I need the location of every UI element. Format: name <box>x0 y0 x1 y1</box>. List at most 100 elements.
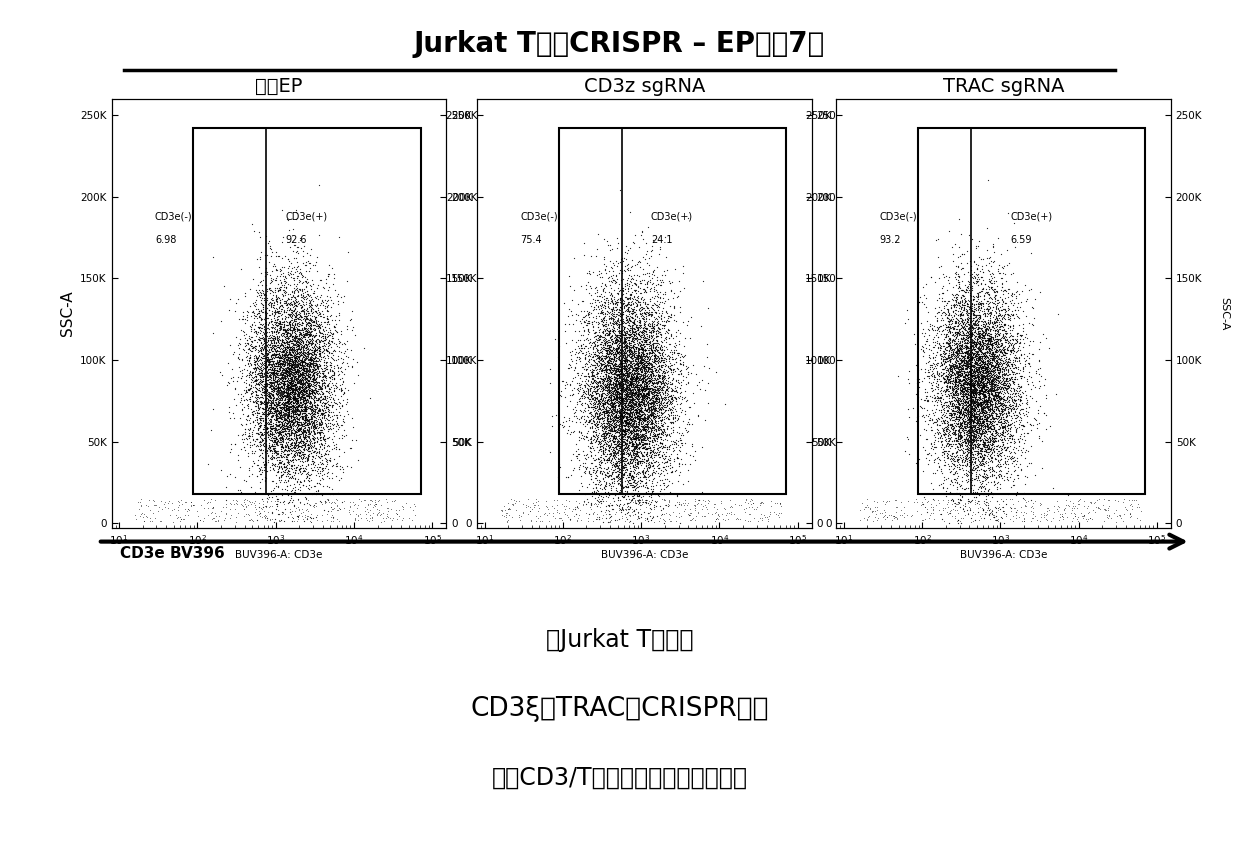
Point <box>605 419 624 433</box>
Point <box>279 436 299 449</box>
Point <box>667 380 686 393</box>
Point <box>949 358 969 372</box>
Point <box>621 372 641 386</box>
Point <box>658 411 678 424</box>
Point <box>623 423 643 436</box>
Point <box>613 345 633 359</box>
Point <box>947 331 966 344</box>
Point <box>617 464 637 478</box>
Point <box>310 321 330 335</box>
Point <box>616 387 636 401</box>
Point <box>958 424 978 438</box>
Point <box>621 338 641 352</box>
Point <box>965 387 985 400</box>
Point <box>305 418 325 432</box>
Point <box>278 331 297 344</box>
Point <box>269 375 289 388</box>
Point <box>655 440 675 454</box>
Point <box>284 353 304 367</box>
Point <box>981 360 1001 374</box>
Point <box>258 369 278 383</box>
Point <box>296 356 316 369</box>
Point <box>638 464 658 478</box>
Point <box>255 384 275 398</box>
Point <box>760 509 779 523</box>
Point <box>310 408 330 422</box>
Point <box>644 356 664 369</box>
Point <box>595 429 615 442</box>
Point <box>627 422 647 436</box>
Point <box>950 319 970 332</box>
Point <box>271 385 291 399</box>
Point <box>597 305 617 319</box>
Point <box>589 293 608 307</box>
Point <box>636 428 655 442</box>
Point <box>281 367 301 381</box>
Point <box>612 393 632 407</box>
Point <box>618 297 638 311</box>
Point <box>955 353 975 367</box>
Point <box>965 372 985 386</box>
Point <box>992 419 1012 433</box>
Point <box>955 295 975 309</box>
Point <box>598 306 618 320</box>
Point <box>657 325 676 338</box>
Point <box>291 365 311 379</box>
Point <box>266 353 286 367</box>
Point <box>317 380 337 393</box>
Point <box>933 366 953 380</box>
Point <box>954 301 974 314</box>
Point <box>672 497 691 511</box>
Point <box>282 336 302 350</box>
Point <box>963 313 983 326</box>
Point <box>952 384 971 398</box>
Point <box>539 514 559 527</box>
Point <box>606 378 626 392</box>
Point <box>607 295 627 309</box>
Point <box>585 401 605 415</box>
Point <box>322 432 342 446</box>
Point <box>994 398 1014 411</box>
Point <box>276 365 296 379</box>
Point <box>618 296 638 310</box>
Point <box>607 414 627 428</box>
Point <box>961 279 981 293</box>
Point <box>652 273 672 287</box>
Point <box>1004 356 1023 369</box>
Point <box>259 389 279 403</box>
Point <box>608 465 628 478</box>
Point <box>270 420 290 434</box>
Point <box>295 391 315 405</box>
Point <box>284 284 304 298</box>
Point <box>589 435 608 448</box>
Point <box>1002 266 1022 280</box>
Point <box>980 331 1000 344</box>
Point <box>343 352 363 366</box>
Point <box>282 389 302 403</box>
Point <box>991 459 1011 472</box>
Point <box>997 464 1017 478</box>
Point <box>302 382 322 396</box>
Point <box>923 466 943 480</box>
Point <box>301 301 321 314</box>
Point <box>621 488 641 502</box>
Point <box>974 415 994 429</box>
Point <box>265 434 285 448</box>
Point <box>966 349 986 362</box>
Point <box>629 411 649 425</box>
Point <box>631 403 650 417</box>
Point <box>285 440 305 454</box>
Point <box>980 353 1000 367</box>
Point <box>961 369 981 382</box>
Point <box>643 399 663 412</box>
Point <box>636 424 655 438</box>
Point <box>950 406 970 420</box>
Point <box>598 356 618 370</box>
Point <box>280 376 300 390</box>
Point <box>617 369 637 382</box>
Point <box>598 309 618 323</box>
Point <box>623 362 643 376</box>
Point <box>914 365 934 379</box>
Point <box>1006 425 1026 439</box>
Point <box>652 411 672 425</box>
